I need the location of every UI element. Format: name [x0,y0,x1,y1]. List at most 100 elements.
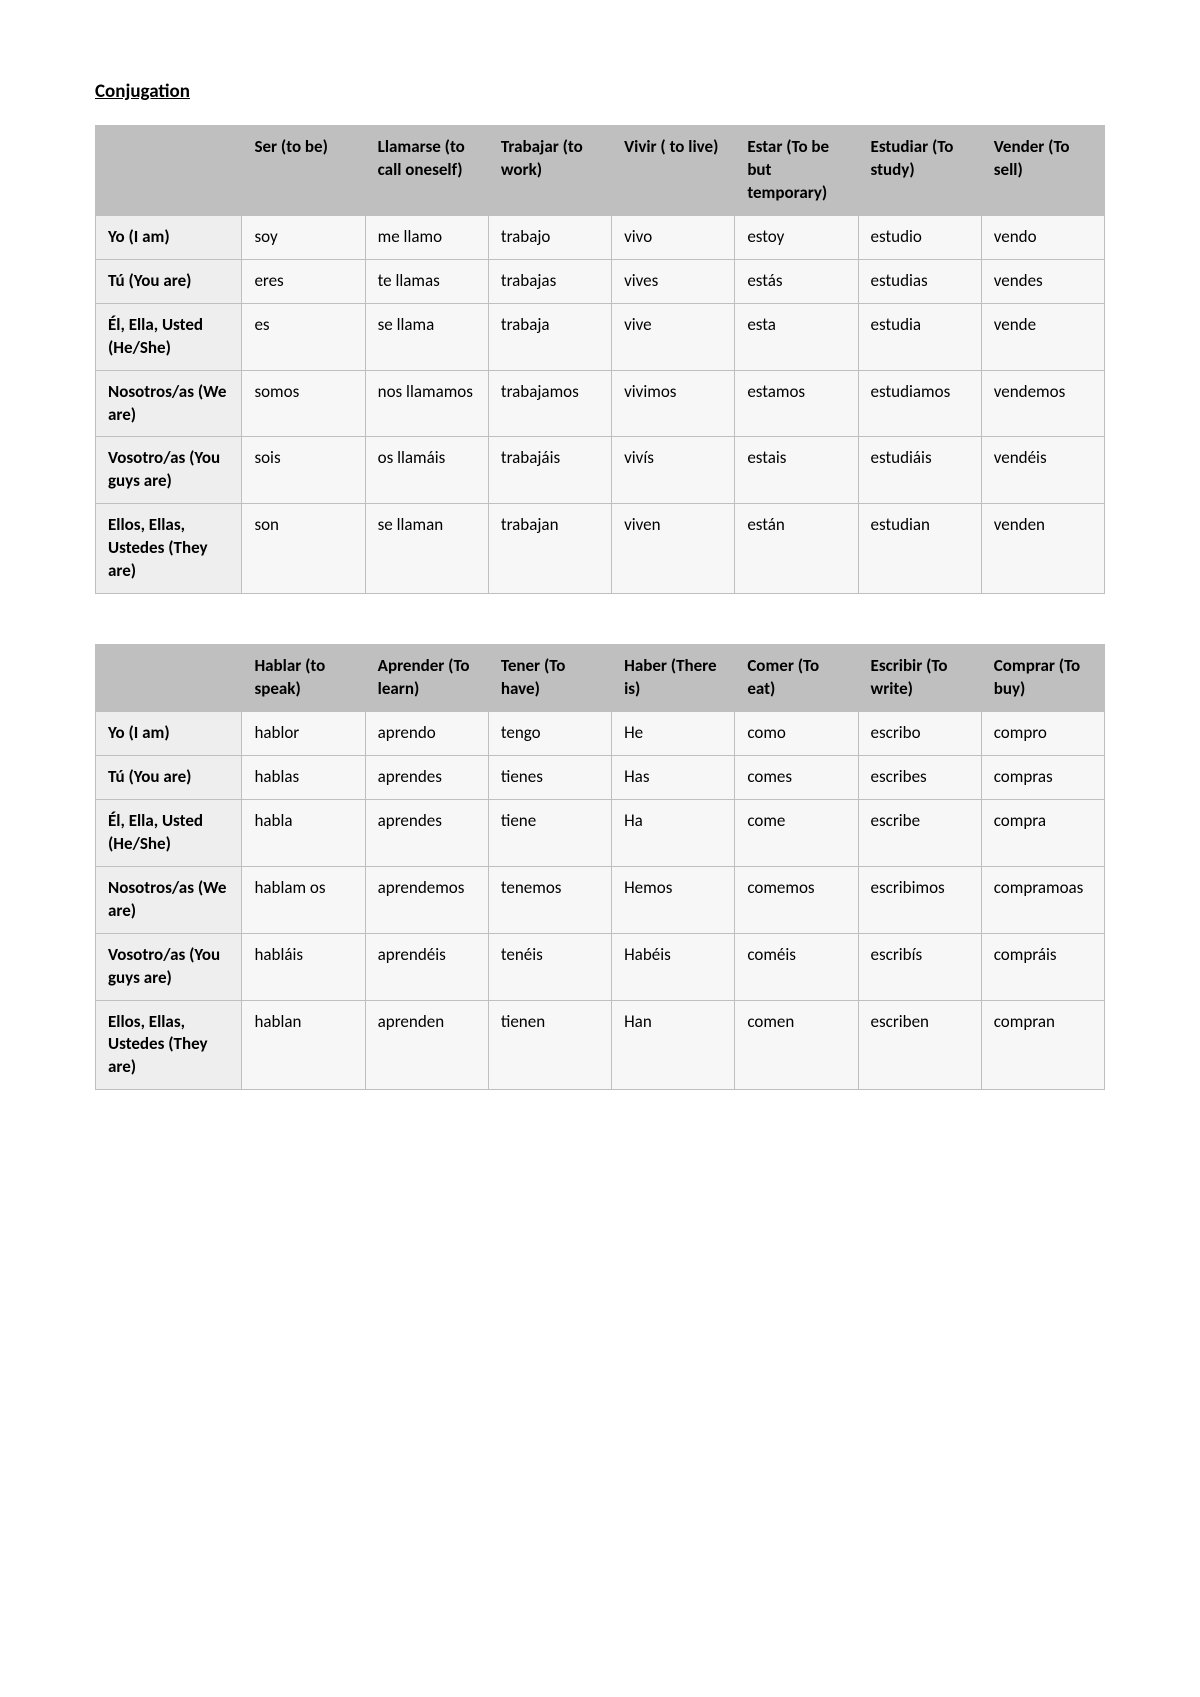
cell: hablas [242,755,365,799]
cell: trabajamos [488,370,611,437]
cell: vende [981,303,1104,370]
row-header: Nosotros/as (We are) [96,370,242,437]
table-row: Él, Ella, Usted (He/She) es se llama tra… [96,303,1105,370]
cell: tienes [488,755,611,799]
table-row: Vosotro/as (You guys are) sois os llamái… [96,437,1105,504]
cell: se llaman [365,504,488,594]
col-header: Aprender (To learn) [365,645,488,712]
col-header: Escribir (To write) [858,645,981,712]
col-header: Llamarse (to call oneself) [365,126,488,216]
cell: He [612,712,735,756]
cell: aprendo [365,712,488,756]
cell: escribo [858,712,981,756]
cell: te llamas [365,259,488,303]
cell: aprendes [365,799,488,866]
cell: se llama [365,303,488,370]
cell: sois [242,437,365,504]
header-corner [96,645,242,712]
cell: comes [735,755,858,799]
table-row: Yo (I am) hablor aprendo tengo He como e… [96,712,1105,756]
cell: compran [981,1000,1104,1090]
table-row: Ellos, Ellas, Ustedes (They are) son se … [96,504,1105,594]
cell: me llamo [365,215,488,259]
table-row: Nosotros/as (We are) hablam os aprendemo… [96,866,1105,933]
row-header: Tú (You are) [96,755,242,799]
cell: trabajan [488,504,611,594]
cell: vive [612,303,735,370]
cell: escribimos [858,866,981,933]
row-header: Yo (I am) [96,712,242,756]
cell: estamos [735,370,858,437]
header-row: Hablar (to speak) Aprender (To learn) Te… [96,645,1105,712]
row-header: Él, Ella, Usted (He/She) [96,799,242,866]
cell: Han [612,1000,735,1090]
cell: compráis [981,933,1104,1000]
row-header: Yo (I am) [96,215,242,259]
cell: vendes [981,259,1104,303]
cell: están [735,504,858,594]
cell: escribe [858,799,981,866]
cell: venden [981,504,1104,594]
row-header: Vosotro/as (You guys are) [96,933,242,1000]
row-header: Él, Ella, Usted (He/She) [96,303,242,370]
page-title: Conjugation [95,80,1105,103]
cell: tenemos [488,866,611,933]
cell: estudian [858,504,981,594]
cell: estudia [858,303,981,370]
cell: eres [242,259,365,303]
conjugation-table-2: Hablar (to speak) Aprender (To learn) Te… [95,644,1105,1090]
cell: habláis [242,933,365,1000]
cell: estudiáis [858,437,981,504]
cell: compro [981,712,1104,756]
cell: trabajas [488,259,611,303]
table-row: Ellos, Ellas, Ustedes (They are) hablan … [96,1000,1105,1090]
table-row: Tú (You are) hablas aprendes tienes Has … [96,755,1105,799]
cell: trabajo [488,215,611,259]
cell: escribís [858,933,981,1000]
col-header: Comprar (To buy) [981,645,1104,712]
cell: escriben [858,1000,981,1090]
cell: aprenden [365,1000,488,1090]
cell: estais [735,437,858,504]
cell: tiene [488,799,611,866]
table-row: Él, Ella, Usted (He/She) habla aprendes … [96,799,1105,866]
table-row: Vosotro/as (You guys are) habláis aprend… [96,933,1105,1000]
col-header: Estar (To be but temporary) [735,126,858,216]
table-row: Nosotros/as (We are) somos nos llamamos … [96,370,1105,437]
cell: Has [612,755,735,799]
cell: estoy [735,215,858,259]
cell: hablan [242,1000,365,1090]
cell: compras [981,755,1104,799]
cell: estudio [858,215,981,259]
cell: coméis [735,933,858,1000]
cell: os llamáis [365,437,488,504]
conjugation-table-1: Ser (to be) Llamarse (to call oneself) T… [95,125,1105,594]
cell: hablam os [242,866,365,933]
col-header: Comer (To eat) [735,645,858,712]
cell: vivo [612,215,735,259]
col-header: Ser (to be) [242,126,365,216]
cell: somos [242,370,365,437]
cell: comemos [735,866,858,933]
cell: escribes [858,755,981,799]
row-header: Ellos, Ellas, Ustedes (They are) [96,1000,242,1090]
cell: comen [735,1000,858,1090]
cell: compramoas [981,866,1104,933]
col-header: Haber (There is) [612,645,735,712]
col-header: Vender (To sell) [981,126,1104,216]
header-corner [96,126,242,216]
cell: esta [735,303,858,370]
cell: vendéis [981,437,1104,504]
cell: soy [242,215,365,259]
cell: viven [612,504,735,594]
cell: aprendes [365,755,488,799]
cell: vives [612,259,735,303]
cell: estudiamos [858,370,981,437]
col-header: Estudiar (To study) [858,126,981,216]
cell: habla [242,799,365,866]
cell: estás [735,259,858,303]
cell: vivimos [612,370,735,437]
col-header: Vivir ( to live) [612,126,735,216]
cell: compra [981,799,1104,866]
cell: vendo [981,215,1104,259]
